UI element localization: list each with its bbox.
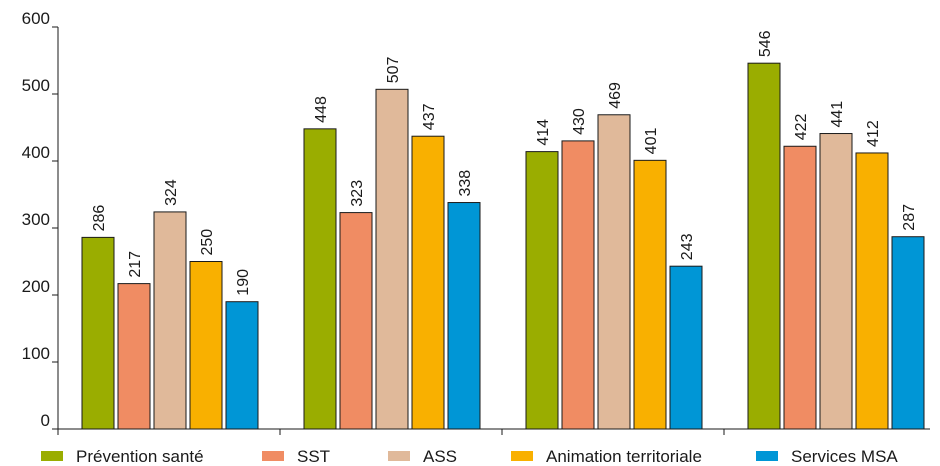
data-label: 243 <box>679 233 696 260</box>
bar <box>819 133 853 430</box>
bar <box>783 145 817 430</box>
legend-label: SST <box>297 447 330 466</box>
legend-label: Prévention santé <box>76 447 204 466</box>
bar <box>669 265 703 430</box>
data-label: 286 <box>91 205 108 232</box>
y-tick-label: 400 <box>22 143 50 162</box>
legend: Prévention santé SST ASS Animation territor… <box>41 447 898 466</box>
data-label: 287 <box>901 204 918 231</box>
bar <box>81 236 115 430</box>
data-label: 412 <box>865 120 882 147</box>
data-label: 250 <box>199 229 216 256</box>
data-label: 469 <box>607 82 624 109</box>
data-label: 546 <box>757 30 774 57</box>
y-tick-label: 200 <box>22 277 50 296</box>
data-label: 324 <box>163 179 180 206</box>
bar <box>189 261 223 430</box>
legend-swatch <box>388 451 410 461</box>
data-label: 338 <box>457 170 474 197</box>
bar <box>891 236 925 430</box>
data-label: 414 <box>535 119 552 146</box>
bar <box>117 283 151 430</box>
bar <box>375 88 409 430</box>
bar <box>303 128 337 430</box>
bar <box>747 62 781 430</box>
x-axis <box>57 428 930 435</box>
data-label: 217 <box>127 251 144 278</box>
bar <box>339 212 373 430</box>
legend-swatch <box>262 451 284 461</box>
bar <box>411 135 445 430</box>
legend-item: ASS <box>388 447 457 466</box>
legend-item: Animation territoriale <box>511 447 702 466</box>
legend-item: Prévention santé <box>41 447 204 466</box>
legend-swatch <box>41 451 63 461</box>
bar <box>561 140 595 430</box>
data-label: 323 <box>349 180 366 207</box>
data-label: 441 <box>829 101 846 128</box>
y-tick-label: 300 <box>22 210 50 229</box>
bars-layer <box>81 62 925 430</box>
legend-item: SST <box>262 447 330 466</box>
y-tick-label: 0 <box>41 411 50 430</box>
data-label: 448 <box>313 96 330 123</box>
legend-label: ASS <box>423 447 457 466</box>
data-label: 401 <box>643 128 660 155</box>
legend-item: Services MSA <box>756 447 898 466</box>
legend-label: Animation territoriale <box>546 447 702 466</box>
bar <box>525 151 559 430</box>
legend-label: Services MSA <box>791 447 898 466</box>
data-labels-layer: 286 448 414 546 217 323 430 422 324 507 469 441 250 4… <box>91 30 918 295</box>
y-tick-label: 500 <box>22 76 50 95</box>
data-label: 507 <box>385 57 402 84</box>
data-label: 190 <box>235 269 252 296</box>
bar <box>633 159 667 430</box>
bar <box>225 301 259 430</box>
y-axis: 0 100 200 300 400 500 600 <box>22 9 59 430</box>
data-label: 430 <box>571 108 588 135</box>
bar <box>447 202 481 430</box>
bar <box>597 114 631 430</box>
bar <box>153 211 187 430</box>
bar <box>855 152 889 430</box>
data-label: 437 <box>421 103 438 130</box>
legend-swatch <box>756 451 778 461</box>
y-tick-label: 600 <box>22 9 50 28</box>
y-tick-label: 100 <box>22 344 50 363</box>
data-label: 422 <box>793 113 810 140</box>
legend-swatch <box>511 451 533 461</box>
